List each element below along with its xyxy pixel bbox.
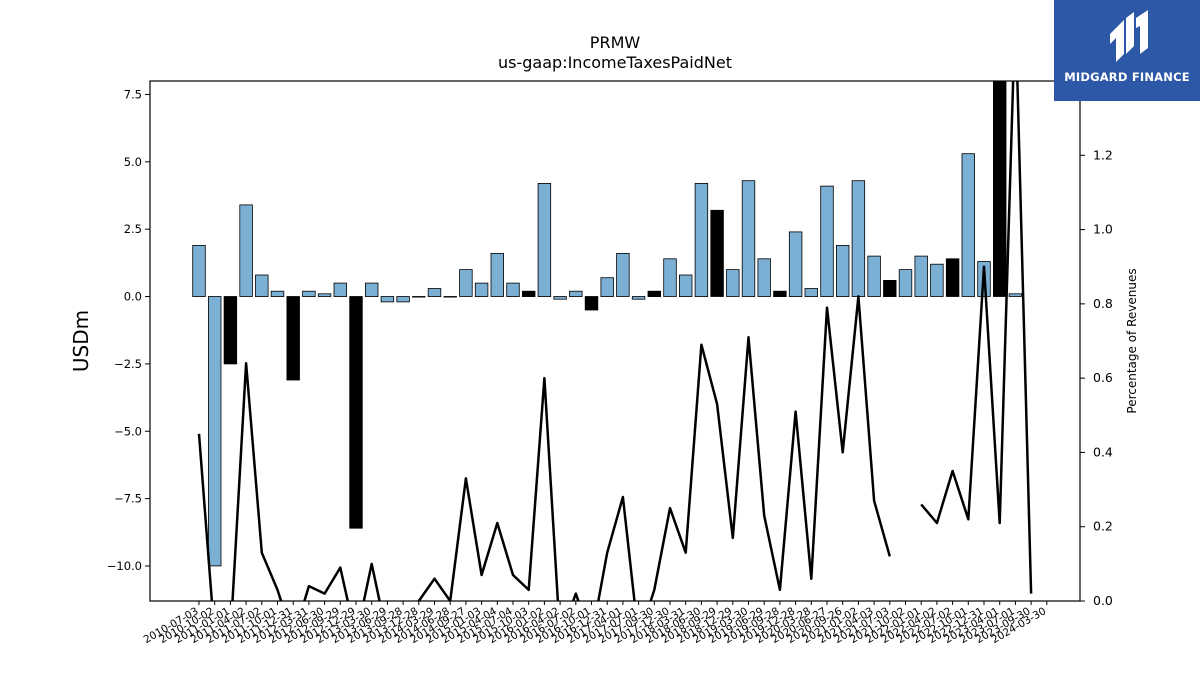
y2-tick-label: 0.8 [1093, 296, 1113, 311]
bar [961, 153, 976, 297]
bar [710, 209, 724, 297]
bar [380, 296, 395, 303]
bar [788, 231, 803, 297]
bar [867, 255, 881, 297]
bar [427, 288, 442, 298]
y-tick-label: 5.0 [124, 155, 142, 169]
y-tick-label: 2.5 [124, 222, 142, 236]
bar [522, 290, 536, 298]
bar [364, 282, 379, 298]
bar [930, 263, 944, 297]
bar [820, 185, 834, 298]
bar [569, 290, 583, 298]
bar [333, 282, 348, 298]
y2-tick-label: 0.2 [1093, 519, 1113, 534]
y2-tick-label: 1.2 [1093, 147, 1113, 162]
bar [679, 274, 693, 298]
bar [537, 182, 552, 297]
logo-text: MIDGARD FINANCE [1064, 70, 1190, 84]
bar [239, 204, 253, 297]
y-axis-label: USDm [69, 310, 93, 372]
bar [459, 269, 473, 297]
bar [804, 288, 819, 298]
bar [631, 296, 646, 300]
bars-layer [192, 81, 1023, 567]
y-tick-label: 7.5 [124, 87, 142, 101]
bar [757, 258, 771, 297]
y2-tick-label: 0.0 [1093, 593, 1113, 608]
bar [663, 258, 677, 297]
bar [898, 269, 913, 297]
y-tick-label: −10.0 [107, 559, 142, 573]
bar [412, 296, 426, 298]
bar [1008, 293, 1023, 297]
bar [490, 252, 505, 297]
bar [317, 293, 332, 297]
axes-layer: −10.0 −7.5 −5.0 −2.5 0.0 2.5 5.0 7.5 0.0 0.2 0.4 0.… [107, 87, 1113, 646]
bar [474, 282, 489, 298]
line-layer [197, 81, 1033, 601]
chart-subtitle: us-gaap:IncomeTaxesPaidNet [498, 53, 732, 72]
bar [694, 182, 709, 297]
bar [506, 282, 520, 298]
plot-frame [149, 80, 1081, 602]
bar [883, 279, 897, 297]
bar [349, 296, 363, 529]
y2-tick-label: 1.0 [1093, 222, 1113, 237]
y2-axis-label: Percentage of Revenues [1125, 268, 1139, 413]
bar [584, 296, 599, 311]
y-tick-label: 0.0 [124, 290, 142, 304]
bar [302, 290, 316, 298]
bar [851, 180, 866, 297]
brand-logo: MIDGARD FINANCE [1054, 0, 1200, 101]
bar [270, 290, 285, 298]
bar [207, 296, 222, 567]
bar [726, 269, 740, 297]
bar [396, 296, 410, 303]
y2-tick-label: 0.4 [1093, 444, 1113, 459]
revenue-pct-line [920, 81, 1033, 594]
bar [914, 255, 928, 297]
bar [553, 296, 567, 300]
bar [286, 296, 300, 381]
bar [600, 277, 614, 298]
bar [255, 274, 269, 298]
bar [647, 290, 662, 298]
logo-mark-icon [1110, 10, 1148, 62]
y-tick-label: −7.5 [114, 492, 142, 506]
y2-tick-label: 0.6 [1093, 370, 1113, 385]
bar [773, 290, 787, 298]
y-tick-label: −5.0 [114, 424, 142, 438]
bar [741, 180, 756, 297]
bar [945, 258, 960, 297]
y-tick-label: −2.5 [114, 357, 142, 371]
bar [223, 296, 238, 365]
bar [993, 81, 1007, 297]
chart-title: PRMW [590, 33, 641, 52]
bar [443, 296, 457, 298]
revenue-pct-line [197, 295, 892, 601]
bar [192, 244, 206, 297]
bar [616, 252, 630, 297]
bar [836, 244, 850, 297]
